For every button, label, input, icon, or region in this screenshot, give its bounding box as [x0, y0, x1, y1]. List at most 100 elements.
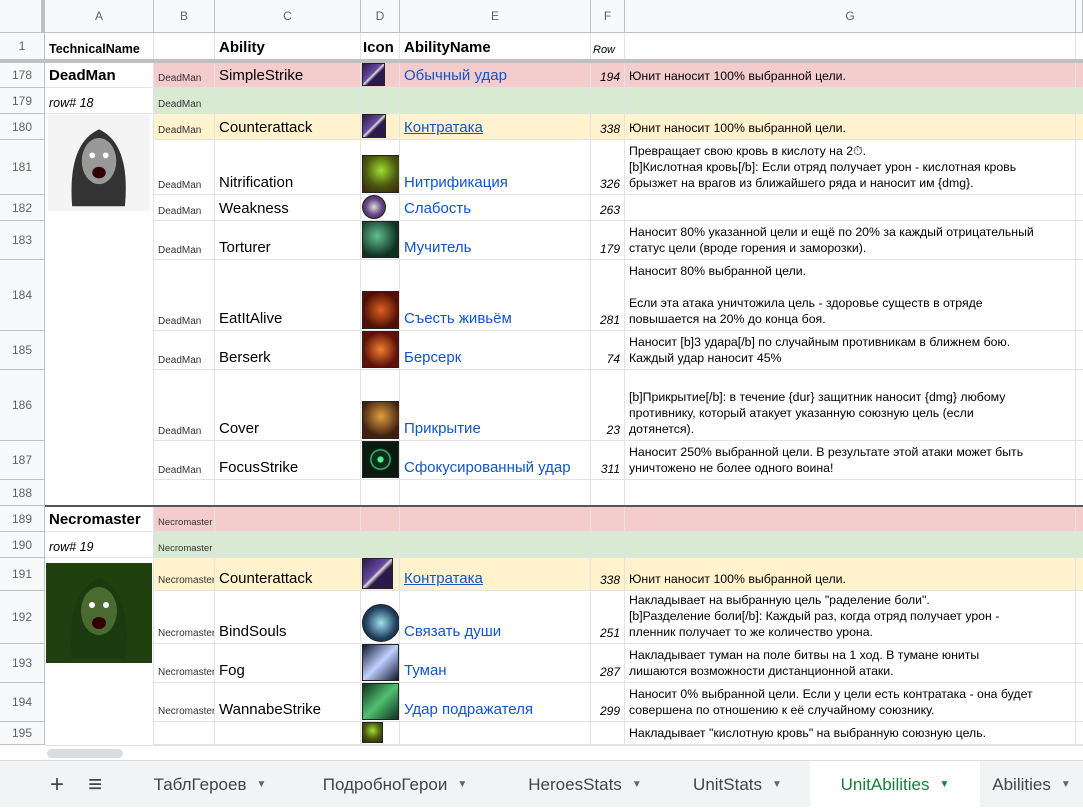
column-header-extra[interactable]: [1076, 0, 1083, 33]
ability-description[interactable]: [625, 480, 1076, 506]
unit-tag[interactable]: DeadMan: [154, 221, 215, 260]
icon-cell[interactable]: [361, 331, 400, 370]
cell-a[interactable]: [45, 114, 154, 140]
cell-h[interactable]: [1076, 88, 1083, 114]
row-header-181[interactable]: 181: [0, 140, 45, 195]
unit-tag[interactable]: [154, 722, 215, 745]
cell-h[interactable]: [1076, 558, 1083, 591]
header-ability[interactable]: Ability: [215, 33, 361, 60]
cell-a[interactable]: [45, 644, 154, 683]
row-header-178[interactable]: 178: [0, 63, 45, 88]
icon-cell[interactable]: [361, 506, 400, 532]
cell-a[interactable]: [45, 558, 154, 591]
header-icon[interactable]: Icon: [361, 33, 400, 60]
icon-cell[interactable]: [361, 195, 400, 221]
row-number[interactable]: [591, 722, 625, 745]
cell-a[interactable]: [45, 480, 154, 506]
unit-name[interactable]: DeadMan: [45, 63, 154, 88]
ability-name-link[interactable]: Сфокусированный удар: [400, 441, 591, 480]
icon-cell[interactable]: [361, 683, 400, 722]
ability-id[interactable]: Fog: [215, 644, 361, 683]
row-header-192[interactable]: 192: [0, 591, 45, 644]
column-header-D[interactable]: D: [361, 0, 400, 33]
header-empty[interactable]: [1076, 33, 1083, 60]
icon-cell[interactable]: [361, 644, 400, 683]
icon-cell[interactable]: [361, 88, 400, 114]
cell-h[interactable]: [1076, 532, 1083, 558]
add-sheet-button[interactable]: +: [49, 770, 64, 798]
ability-id[interactable]: SimpleStrike: [215, 63, 361, 88]
ability-name-link[interactable]: [400, 88, 591, 114]
column-header-E[interactable]: E: [400, 0, 591, 33]
row-header-185[interactable]: 185: [0, 331, 45, 370]
row-number[interactable]: [591, 88, 625, 114]
ability-id[interactable]: BindSouls: [215, 591, 361, 644]
ability-description[interactable]: [625, 88, 1076, 114]
cell-a[interactable]: [45, 195, 154, 221]
ability-id[interactable]: [215, 480, 361, 506]
row-header-1[interactable]: 1: [0, 33, 45, 60]
sheet-tab-ПодробноГерои[interactable]: ПодробноГерои ▼: [300, 761, 490, 808]
row-number[interactable]: [591, 532, 625, 558]
row-number[interactable]: 326: [591, 140, 625, 195]
cell-h[interactable]: [1076, 683, 1083, 722]
cell-a[interactable]: [45, 441, 154, 480]
unit-tag[interactable]: Necromaster: [154, 644, 215, 683]
cell-h[interactable]: [1076, 114, 1083, 140]
ability-name-link[interactable]: Съесть живьём: [400, 260, 591, 331]
cell-h[interactable]: [1076, 506, 1083, 532]
cell-h[interactable]: [1076, 221, 1083, 260]
ability-description[interactable]: Превращает свою кровь в кислоту на 2⏱. […: [625, 140, 1076, 195]
ability-name-link[interactable]: Туман: [400, 644, 591, 683]
ability-id[interactable]: Weakness: [215, 195, 361, 221]
select-all-corner[interactable]: [0, 0, 45, 33]
ability-name-link[interactable]: Удар подражателя: [400, 683, 591, 722]
chevron-down-icon[interactable]: ▼: [772, 779, 782, 790]
ability-name-link[interactable]: [400, 480, 591, 506]
cell-a[interactable]: [45, 221, 154, 260]
ability-description[interactable]: Наносит 250% выбранной цели. В результат…: [625, 441, 1076, 480]
ability-id[interactable]: Counterattack: [215, 558, 361, 591]
ability-name-link[interactable]: [400, 722, 591, 745]
column-header-B[interactable]: B: [154, 0, 215, 33]
cell-h[interactable]: [1076, 722, 1083, 745]
sheet-tab-UnitStats[interactable]: UnitStats ▼: [665, 761, 810, 808]
column-header-C[interactable]: C: [215, 0, 361, 33]
cell-h[interactable]: [1076, 260, 1083, 331]
ability-id[interactable]: WannabeStrike: [215, 683, 361, 722]
cell-h[interactable]: [1076, 591, 1083, 644]
icon-cell[interactable]: [361, 63, 400, 88]
row-number[interactable]: 338: [591, 114, 625, 140]
ability-description[interactable]: [625, 532, 1076, 558]
row-number[interactable]: 251: [591, 591, 625, 644]
row-header-195[interactable]: 195: [0, 722, 45, 745]
ability-name-link[interactable]: Нитрификация: [400, 140, 591, 195]
ability-name-link[interactable]: Контратака: [400, 114, 591, 140]
scrollbar-thumb[interactable]: [47, 749, 123, 758]
ability-description[interactable]: Накладывает туман на поле битвы на 1 ход…: [625, 644, 1076, 683]
chevron-down-icon[interactable]: ▼: [457, 779, 468, 790]
row-number[interactable]: [591, 480, 625, 506]
chevron-down-icon[interactable]: ▼: [256, 779, 267, 790]
row-number[interactable]: 338: [591, 558, 625, 591]
ability-name-link[interactable]: Прикрытие: [400, 370, 591, 441]
ability-description[interactable]: Наносит 0% выбранной цели. Если у цели е…: [625, 683, 1076, 722]
row-number[interactable]: 74: [591, 331, 625, 370]
ability-id[interactable]: Counterattack: [215, 114, 361, 140]
ability-description[interactable]: Наносит 80% выбранной цели. Если эта ата…: [625, 260, 1076, 331]
row-number[interactable]: [591, 506, 625, 532]
row-number[interactable]: 179: [591, 221, 625, 260]
icon-cell[interactable]: [361, 114, 400, 140]
chevron-down-icon[interactable]: ▼: [1060, 779, 1071, 790]
icon-cell[interactable]: [361, 140, 400, 195]
sheet-tab-ТаблГероев[interactable]: ТаблГероев ▼: [120, 761, 300, 808]
cell-h[interactable]: [1076, 370, 1083, 441]
icon-cell[interactable]: [361, 441, 400, 480]
unit-tag[interactable]: DeadMan: [154, 63, 215, 88]
cell-h[interactable]: [1076, 644, 1083, 683]
row-header-183[interactable]: 183: [0, 221, 45, 260]
ability-id[interactable]: Cover: [215, 370, 361, 441]
ability-id[interactable]: Berserk: [215, 331, 361, 370]
unit-tag[interactable]: DeadMan: [154, 441, 215, 480]
row-number[interactable]: 194: [591, 63, 625, 88]
